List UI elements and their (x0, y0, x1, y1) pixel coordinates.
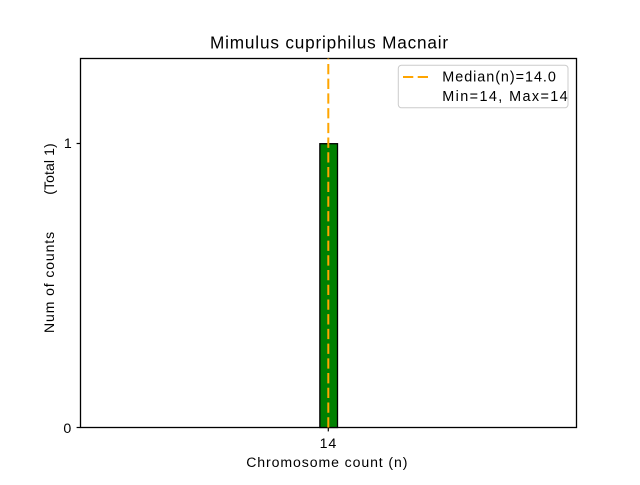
svg-text:0: 0 (63, 421, 71, 437)
svg-text:Chromosome count (n): Chromosome count (n) (246, 454, 408, 470)
svg-text:Min=14, Max=14: Min=14, Max=14 (442, 89, 569, 105)
svg-text:Mimulus cupriphilus Macnair: Mimulus cupriphilus Macnair (210, 32, 449, 52)
svg-text:Num of counts: Num of counts (41, 231, 57, 333)
svg-text:1: 1 (64, 136, 72, 152)
svg-text:14: 14 (320, 436, 338, 452)
svg-text:Median(n)=14.0: Median(n)=14.0 (442, 70, 557, 86)
svg-text:(Total 1): (Total 1) (41, 143, 57, 194)
